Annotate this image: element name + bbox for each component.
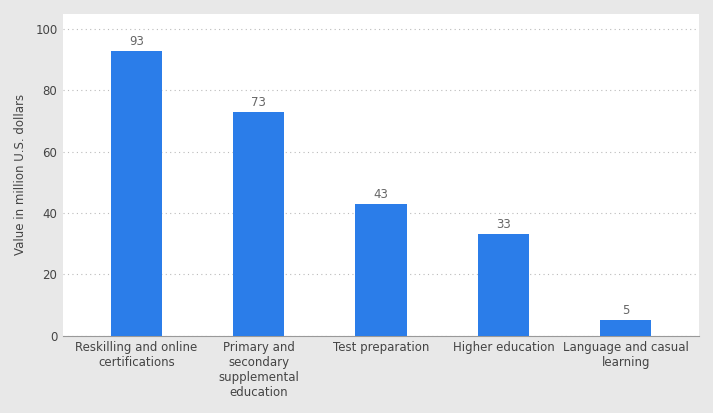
Text: 93: 93 <box>129 35 144 47</box>
Y-axis label: Value in million U.S. dollars: Value in million U.S. dollars <box>14 94 27 255</box>
Bar <box>478 235 529 335</box>
Bar <box>355 204 406 335</box>
Text: 73: 73 <box>251 96 266 109</box>
Bar <box>111 51 162 335</box>
Bar <box>233 112 284 335</box>
Text: 5: 5 <box>622 304 630 317</box>
Text: 33: 33 <box>496 218 511 231</box>
Bar <box>600 320 652 335</box>
Text: 43: 43 <box>374 188 389 201</box>
